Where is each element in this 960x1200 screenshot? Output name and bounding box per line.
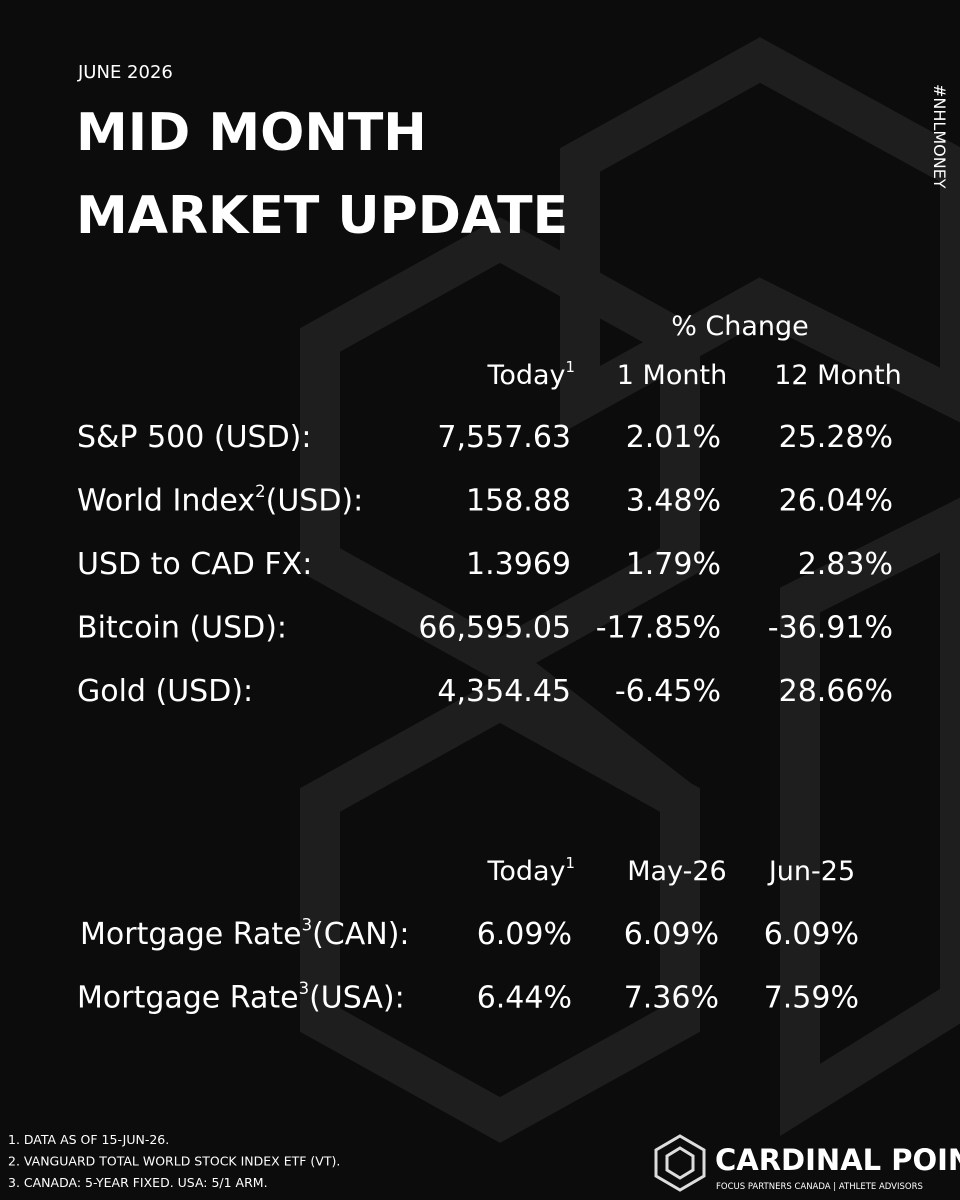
cell: 6.09%: [764, 917, 859, 952]
footnote-ref: 1: [566, 358, 575, 376]
brand-tagline: FOCUS PARTNERS CANADA | ATHLETE ADVISORS: [716, 1182, 923, 1192]
row-label-text: World Index: [77, 484, 255, 519]
cell: 158.88: [466, 484, 571, 519]
cell: 66,595.05: [418, 611, 571, 646]
row-label-text: Mortgage Rate: [77, 981, 299, 1016]
column-header-text: 1 Month: [617, 360, 727, 391]
cell: 2.01%: [626, 420, 721, 455]
column-header-text: May-26: [627, 856, 726, 887]
date: JUNE 2026: [77, 62, 173, 83]
cell: 6.09%: [624, 917, 719, 952]
row-label-text: S&P 500 (USD):: [77, 420, 311, 455]
row-label-text: USD to CAD FX:: [77, 547, 312, 582]
cell: 25.28%: [779, 420, 893, 455]
cell: -6.45%: [615, 674, 721, 709]
cell: 6.09%: [477, 917, 572, 952]
column-header: 12 Month: [774, 360, 902, 391]
row-label-suffix: (USD):: [266, 484, 364, 519]
cell: 7,557.63: [437, 420, 571, 455]
footnote-ref: 1: [566, 854, 575, 872]
column-header: 1 Month: [617, 360, 727, 391]
column-header: Jun-25: [767, 856, 855, 887]
column-header: Today1: [486, 358, 575, 391]
cell: 28.66%: [779, 674, 893, 709]
footnote-ref: 3: [302, 916, 313, 935]
cell: 1.3969: [466, 547, 571, 582]
row-label: World Index2(USD):: [77, 482, 363, 519]
column-header-text: Today: [486, 360, 565, 391]
cell: -17.85%: [596, 611, 721, 646]
row-label: Mortgage Rate3(USA):: [77, 979, 405, 1016]
cell: 6.44%: [477, 981, 572, 1016]
row-label: Gold (USD):: [77, 674, 253, 709]
title: MID MONTH: [76, 103, 427, 163]
cell: -36.91%: [768, 611, 893, 646]
background-pattern: [300, 37, 960, 1143]
footnote: 2. VANGUARD TOTAL WORLD STOCK INDEX ETF …: [8, 1154, 340, 1169]
cell: 7.36%: [624, 981, 719, 1016]
cell: 3.48%: [626, 484, 721, 519]
column-header-text: Jun-25: [767, 856, 855, 887]
cell: 1.79%: [626, 547, 721, 582]
row-label-suffix: (CAN):: [312, 917, 409, 952]
cell: 26.04%: [779, 484, 893, 519]
row-label-text: Mortgage Rate: [80, 917, 302, 952]
row-label-text: Bitcoin (USD):: [77, 611, 287, 646]
title: MARKET UPDATE: [76, 186, 568, 246]
column-header-text: 12 Month: [774, 360, 902, 391]
cell: 4,354.45: [437, 674, 571, 709]
cell: 2.83%: [798, 547, 893, 582]
row-label: Bitcoin (USD):: [77, 611, 287, 646]
row-label: S&P 500 (USD):: [77, 420, 311, 455]
footnote: 1. DATA AS OF 15-JUN-26.: [8, 1132, 169, 1147]
row-label: USD to CAD FX:: [77, 547, 312, 582]
hashtag: #NHLMONEY: [930, 84, 949, 189]
footnote: 3. CANADA: 5-YEAR FIXED. USA: 5/1 ARM.: [8, 1175, 268, 1190]
cell: 7.59%: [764, 981, 859, 1016]
column-header-text: Today: [486, 856, 565, 887]
footnote-ref: 3: [299, 979, 310, 998]
column-header: Today1: [486, 854, 575, 887]
group-label: % Change: [671, 311, 809, 342]
row-label: Mortgage Rate3(CAN):: [80, 916, 410, 953]
row-label-suffix: (USA):: [309, 981, 405, 1016]
footnote-ref: 2: [255, 482, 266, 501]
brand-name: CARDINAL POINT: [715, 1143, 960, 1177]
brand: CARDINAL POINT FOCUS PARTNERS CANADA | A…: [654, 1134, 960, 1192]
row-label-text: Gold (USD):: [77, 674, 253, 709]
logo-icon: [654, 1134, 706, 1192]
column-header: May-26: [627, 856, 726, 887]
